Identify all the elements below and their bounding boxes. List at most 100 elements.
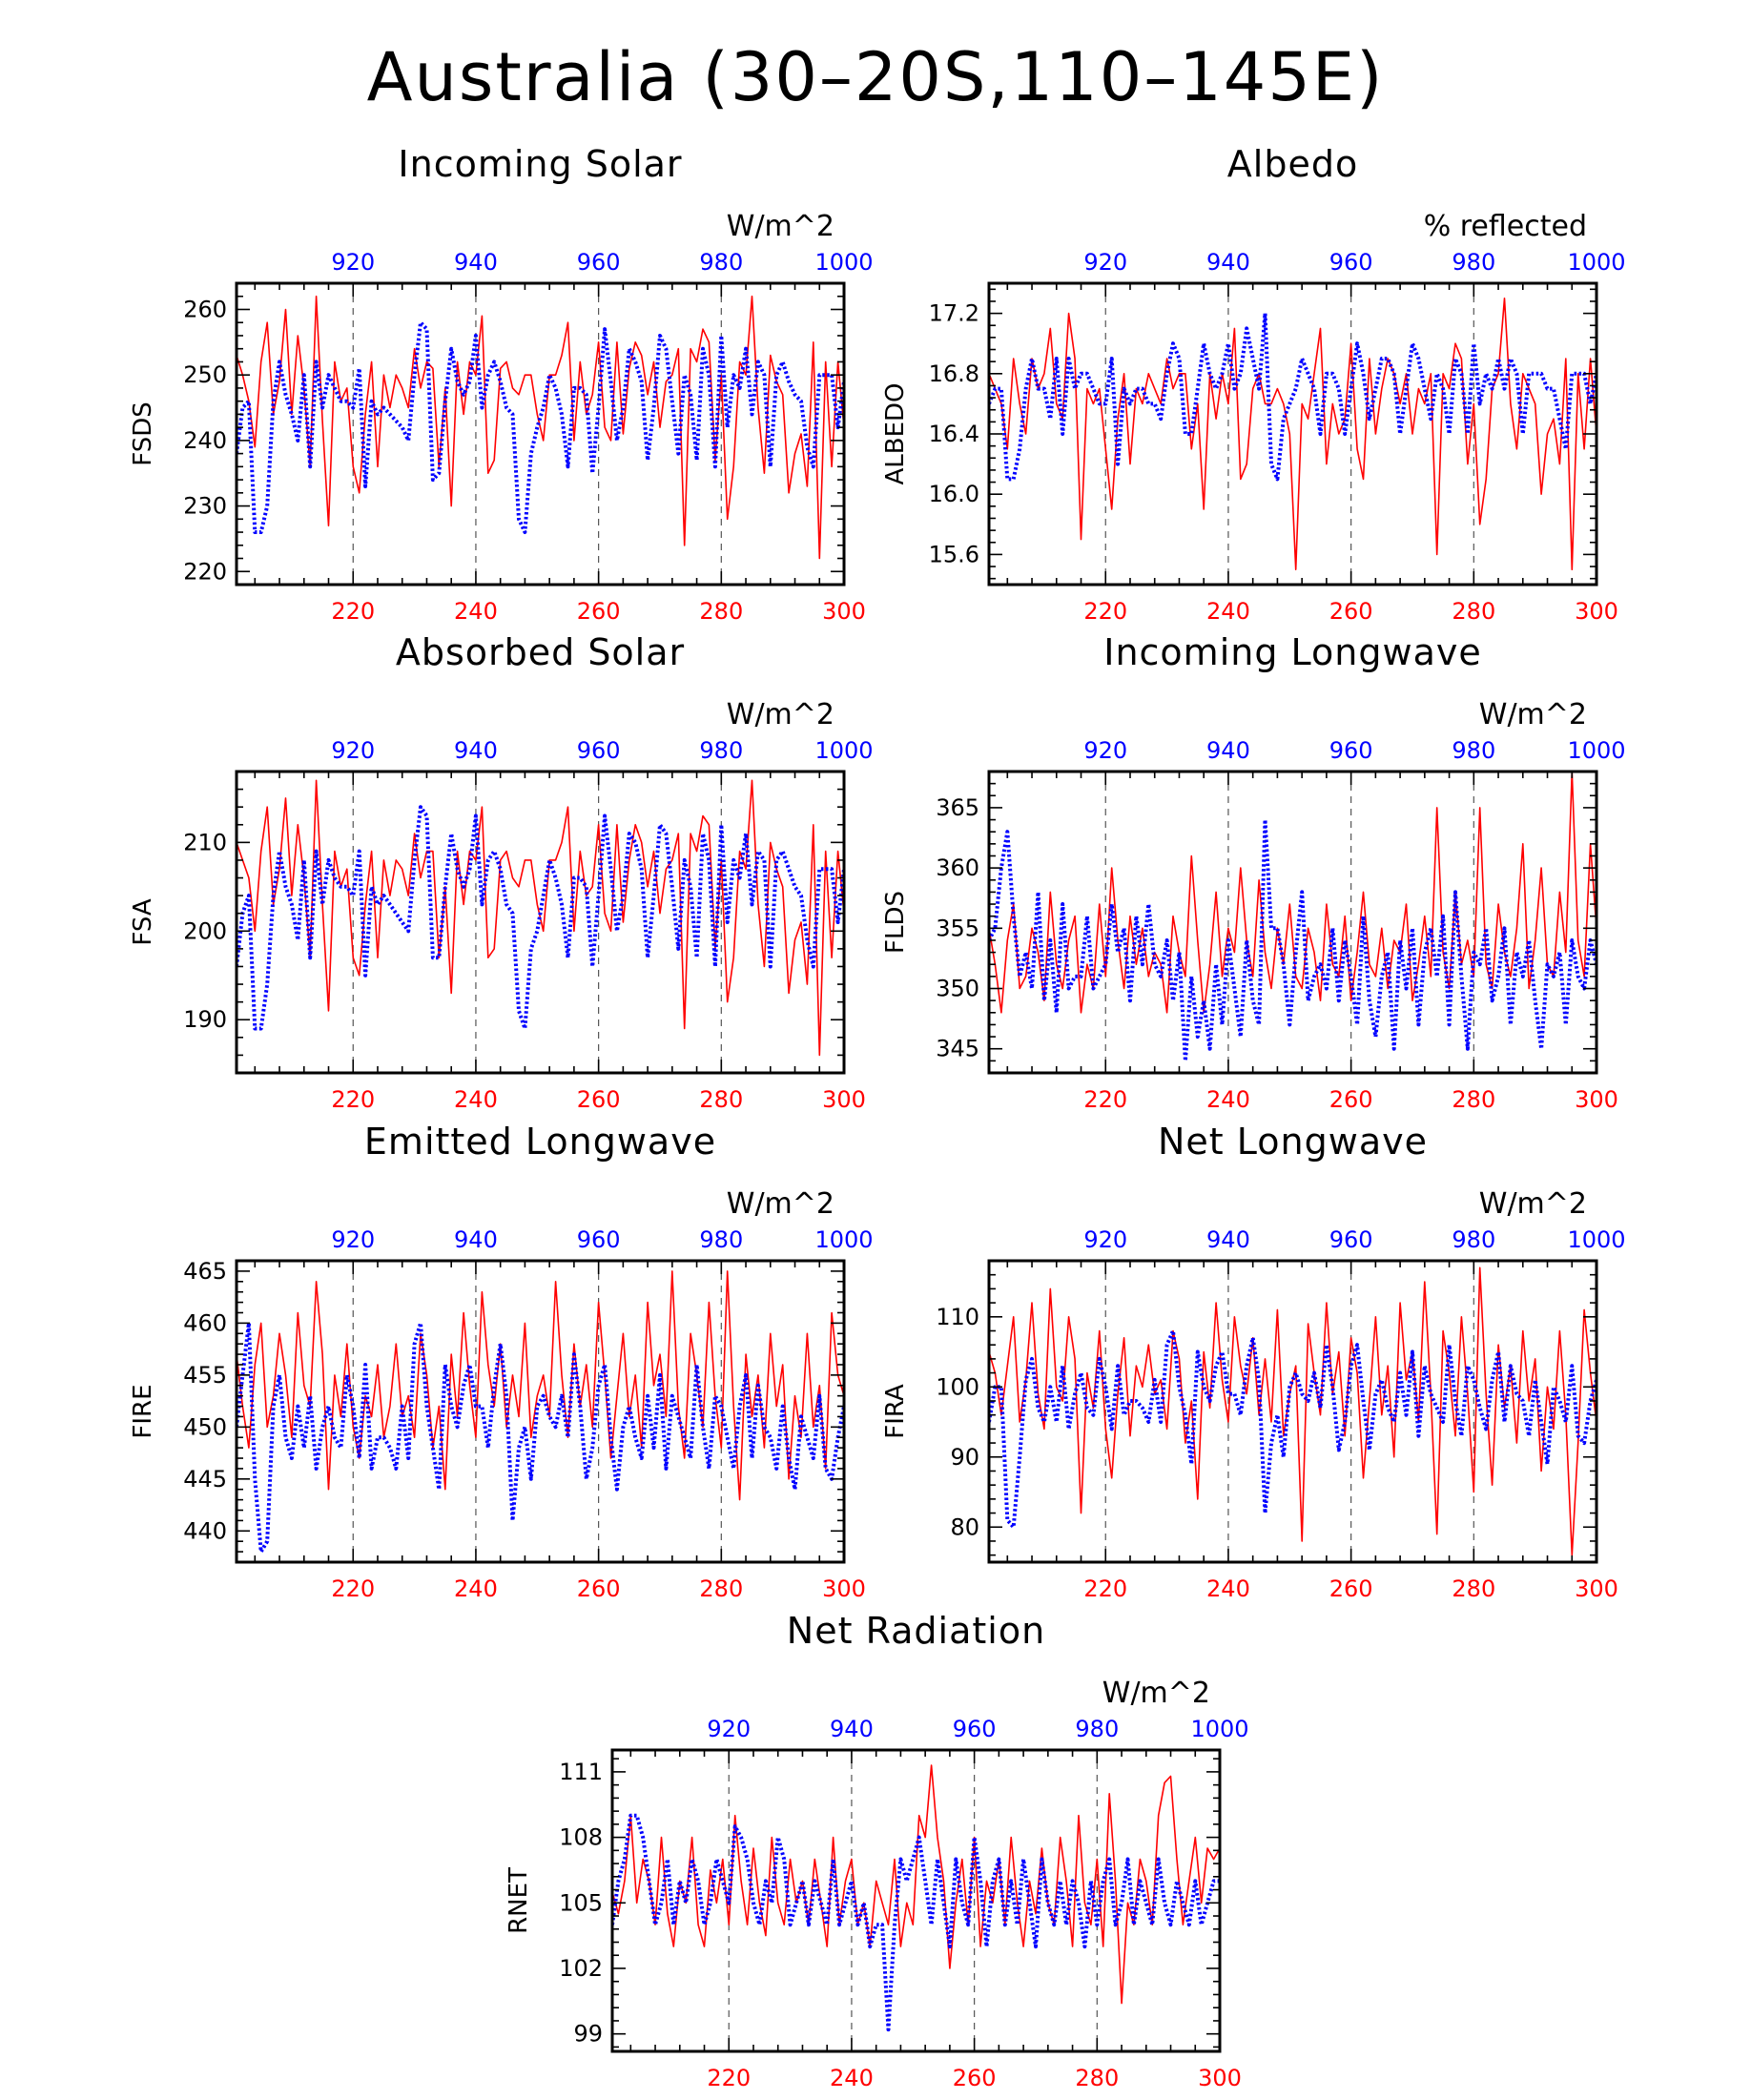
x-bottom-tick-label: 220 (331, 598, 375, 625)
x-top-tick-label: 920 (1083, 249, 1127, 276)
x-bottom-tick-label: 300 (822, 598, 866, 625)
y-tick-label: 350 (936, 976, 979, 1002)
chart-panel-4: Incoming Longwave W/m^2 345 350 355 360 365 220… (881, 631, 1626, 1113)
y-tick-label: 345 (936, 1036, 979, 1062)
x-top-tick-label: 920 (707, 1716, 751, 1742)
x-bottom-tick-label: 260 (1329, 1575, 1373, 1602)
unit-label: W/m^2 (727, 698, 834, 731)
x-top-tick-label: 1000 (814, 249, 873, 276)
x-top-tick-label: 960 (577, 249, 621, 276)
x-top-tick-label: 980 (1452, 249, 1495, 276)
main-title: Australia (30–20S,110–145E) (367, 38, 1385, 116)
x-top-tick-label: 980 (1452, 1226, 1495, 1253)
x-bottom-tick-label: 240 (1206, 1575, 1250, 1602)
y-tick-label: 240 (183, 427, 227, 454)
chart-panel-1: Incoming Solar W/m^2 220 230 240 250 260 220 240… (129, 143, 874, 625)
x-top-tick-label: 960 (577, 737, 621, 764)
panel-title: Emitted Longwave (364, 1121, 716, 1163)
y-tick-label: 16.8 (929, 360, 979, 387)
series-line-red (237, 295, 844, 560)
series-line-red (237, 1270, 844, 1501)
x-bottom-tick-label: 300 (822, 1575, 866, 1602)
x-top-tick-label: 920 (331, 1226, 375, 1253)
x-bottom-tick-label: 220 (331, 1575, 375, 1602)
unit-label: W/m^2 (1479, 1187, 1587, 1221)
y-axis-label: RNET (505, 1867, 533, 1934)
y-tick-label: 108 (559, 1824, 603, 1851)
x-top-tick-label: 940 (830, 1716, 874, 1742)
y-axis-label: FSA (129, 898, 157, 945)
x-top-tick-label: 1000 (1567, 1226, 1625, 1253)
x-top-tick-label: 920 (1083, 1226, 1127, 1253)
y-tick-label: 90 (950, 1444, 979, 1471)
panel-title: Absorbed Solar (396, 631, 685, 673)
x-bottom-tick-label: 280 (699, 598, 743, 625)
y-axis-label: ALBEDO (881, 382, 910, 484)
y-tick-label: 445 (183, 1466, 227, 1493)
x-top-tick-label: 920 (331, 249, 375, 276)
x-top-tick-label: 980 (1452, 737, 1495, 764)
plot-frame (235, 281, 846, 587)
unit-label: W/m^2 (727, 1187, 834, 1221)
y-axis-label: FIRA (881, 1384, 910, 1439)
y-axis-label: FLDS (881, 891, 910, 954)
y-tick-label: 250 (183, 361, 227, 388)
y-tick-label: 450 (183, 1413, 227, 1440)
y-tick-label: 190 (183, 1006, 227, 1033)
x-bottom-tick-label: 280 (699, 1086, 743, 1113)
x-bottom-tick-label: 260 (577, 1575, 621, 1602)
panels: Incoming Solar W/m^2 220 230 240 250 260 220 240… (129, 143, 1626, 2091)
unit-label: % reflected (1424, 210, 1587, 243)
x-bottom-tick-label: 300 (1575, 598, 1618, 625)
chart-panel-7: Net Radiation W/m^2 99 102 105 108 111 220 240 26… (505, 1610, 1249, 2091)
y-tick-label: 465 (183, 1258, 227, 1285)
series-line-blue (612, 1813, 1220, 2032)
x-bottom-tick-label: 300 (1198, 2065, 1242, 2091)
chart-panel-5: Emitted Longwave W/m^2 440 445 450 455 460 465 2… (129, 1121, 874, 1602)
x-bottom-tick-label: 260 (577, 1086, 621, 1113)
x-bottom-tick-label: 300 (1575, 1575, 1618, 1602)
x-bottom-tick-label: 220 (1083, 1086, 1127, 1113)
x-bottom-tick-label: 280 (1452, 1086, 1495, 1113)
x-bottom-tick-label: 240 (1206, 598, 1250, 625)
x-top-tick-label: 980 (1075, 1716, 1119, 1742)
plot-frame (235, 770, 846, 1075)
y-tick-label: 17.2 (929, 300, 979, 327)
x-bottom-tick-label: 280 (1075, 2065, 1119, 2091)
x-top-tick-label: 940 (454, 1226, 498, 1253)
y-tick-label: 80 (950, 1513, 979, 1540)
panel-title: Albedo (1227, 143, 1358, 185)
panel-title: Incoming Solar (398, 143, 682, 185)
y-tick-label: 110 (936, 1304, 979, 1330)
y-axis-label: FSDS (129, 401, 157, 466)
x-top-tick-label: 1000 (1190, 1716, 1248, 1742)
chart-panel-6: Net Longwave W/m^2 80 90 100 110 220 240 260 280 3… (881, 1121, 1626, 1602)
series-line-blue (237, 1321, 844, 1554)
series-line-blue (989, 1328, 1596, 1530)
y-tick-label: 455 (183, 1362, 227, 1389)
chart-panel-2: Albedo % reflected 15.6 16.0 16.4 16.8 17.2 220… (881, 143, 1626, 625)
y-tick-label: 210 (183, 829, 227, 855)
series-line-red (989, 1266, 1596, 1556)
y-tick-label: 260 (183, 296, 227, 322)
plot-frame (235, 1259, 846, 1564)
x-top-tick-label: 960 (953, 1716, 997, 1742)
x-top-tick-label: 960 (1329, 1226, 1373, 1253)
x-top-tick-label: 940 (1206, 1226, 1250, 1253)
x-top-tick-label: 980 (699, 737, 743, 764)
plot-frame (610, 1748, 1222, 2053)
x-bottom-tick-label: 280 (1452, 598, 1495, 625)
x-top-tick-label: 940 (454, 249, 498, 276)
x-bottom-tick-label: 300 (822, 1086, 866, 1113)
y-tick-label: 200 (183, 917, 227, 944)
x-bottom-tick-label: 240 (454, 1575, 498, 1602)
y-tick-label: 99 (573, 2021, 603, 2048)
plot-frame (987, 281, 1598, 587)
y-tick-label: 365 (936, 794, 979, 821)
unit-label: W/m^2 (1479, 698, 1587, 731)
panel-title: Net Longwave (1158, 1121, 1428, 1163)
x-top-tick-label: 1000 (1567, 737, 1625, 764)
x-bottom-tick-label: 240 (454, 598, 498, 625)
unit-label: W/m^2 (1102, 1677, 1210, 1710)
